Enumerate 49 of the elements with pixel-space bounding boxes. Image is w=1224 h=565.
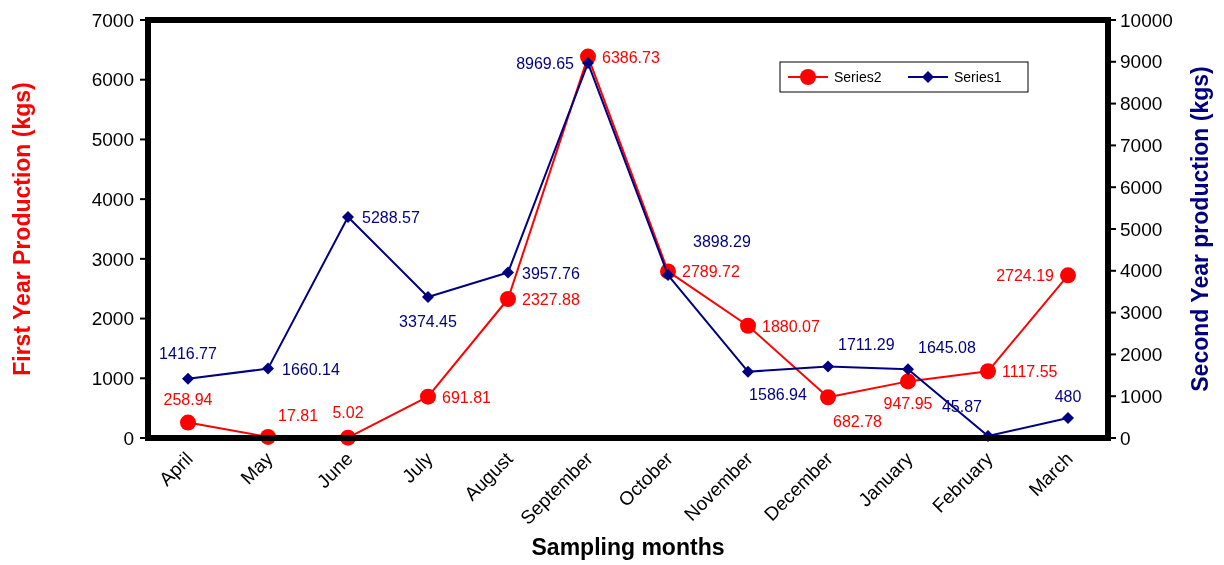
y-tick-label: 0 — [123, 427, 134, 449]
y2-tick-label: 4000 — [1120, 260, 1163, 282]
y2-tick-label: 3000 — [1120, 302, 1163, 324]
data-label: 5.02 — [332, 403, 364, 421]
data-label: 2327.88 — [522, 290, 580, 308]
y-tick-label: 1000 — [91, 367, 134, 389]
data-label: 1117.55 — [1002, 363, 1058, 381]
x-axis-title: Sampling months — [531, 534, 725, 560]
data-label: 8969.65 — [516, 55, 575, 73]
y2-tick-label: 2000 — [1120, 344, 1163, 366]
data-label: 480 — [1054, 387, 1082, 405]
y-tick-label: 3000 — [91, 248, 134, 270]
data-label: 682.78 — [833, 413, 883, 431]
data-label: 947.95 — [883, 395, 933, 413]
y-tick-label: 4000 — [91, 188, 134, 210]
y2-tick-label: 8000 — [1120, 93, 1163, 115]
data-label: 3898.29 — [693, 233, 751, 251]
legend-label: Series1 — [954, 68, 1002, 85]
y-tick-label: 6000 — [91, 69, 134, 91]
data-label: 1416.77 — [159, 344, 218, 362]
data-label: 1880.07 — [762, 317, 820, 335]
y2-tick-label: 0 — [1120, 427, 1131, 449]
data-label: 2724.19 — [996, 267, 1055, 285]
data-label: 258.94 — [163, 390, 213, 408]
data-label: 1711.29 — [838, 336, 895, 354]
data-label: 1586.94 — [749, 385, 808, 403]
y-tick-label: 2000 — [91, 308, 134, 330]
y2-tick-label: 7000 — [1120, 135, 1163, 157]
legend-label: Series2 — [834, 68, 882, 85]
data-label: 3374.45 — [399, 312, 458, 330]
data-label: 2789.72 — [682, 263, 740, 281]
y2-tick-label: 6000 — [1120, 176, 1163, 198]
data-label: 17.81 — [278, 406, 319, 424]
y2-tick-label: 5000 — [1120, 218, 1163, 240]
data-label: 5288.57 — [362, 208, 420, 226]
data-label: 6386.73 — [602, 48, 660, 66]
y2-axis-title: Second Year production (kgs) — [1187, 66, 1213, 392]
data-label: 3957.76 — [522, 264, 580, 282]
y-tick-label: 7000 — [91, 9, 134, 31]
data-label: 691.81 — [442, 388, 492, 406]
y2-tick-label: 9000 — [1120, 51, 1163, 73]
y2-tick-label: 1000 — [1120, 385, 1163, 407]
data-label: 1660.14 — [282, 360, 340, 378]
y-tick-label: 5000 — [91, 129, 134, 151]
y2-tick-label: 10000 — [1120, 9, 1173, 31]
data-label: 1645.08 — [918, 339, 976, 357]
x-tick-label: July — [398, 447, 438, 487]
x-tick-label: May — [236, 447, 278, 489]
y-axis-title: First Year Production (kgs) — [9, 82, 35, 376]
